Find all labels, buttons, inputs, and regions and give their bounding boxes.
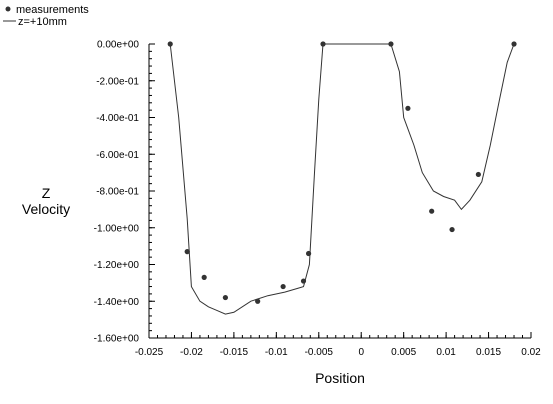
measurement-point — [475, 171, 481, 178]
measurement-point — [167, 41, 173, 47]
y-tick-label: -1.60e+00 — [94, 334, 140, 345]
line-series — [169, 43, 515, 315]
x-tick-label: 0 — [358, 347, 364, 358]
series-line-z10mm — [169, 43, 515, 315]
legend-label-measurements: measurements — [16, 4, 89, 16]
x-tick-label: 0.02 — [521, 347, 541, 358]
measurement-point — [449, 226, 455, 233]
x-tick-label: -0.015 — [220, 347, 249, 358]
y-tick-label: 0.00e+00 — [97, 40, 139, 51]
measurement-point — [305, 250, 312, 257]
y-axis-title-line2: Velocity — [22, 201, 70, 217]
measurement-point — [255, 298, 261, 304]
x-tick-label: 0.01 — [436, 347, 456, 358]
x-tick-label: 0.015 — [476, 347, 501, 358]
measurement-point — [222, 294, 228, 301]
y-tick-label: -1.40e+00 — [94, 297, 140, 308]
y-tick-label: -2.00e-01 — [96, 76, 139, 87]
axes — [148, 44, 531, 339]
measurement-point — [388, 41, 394, 47]
y-tick-label: -4.00e-01 — [96, 113, 139, 124]
x-tick-label: -0.02 — [180, 347, 203, 358]
x-tick-label: -0.025 — [135, 347, 164, 358]
y-tick-label: -1.00e+00 — [94, 223, 140, 234]
legend-marker-measurements — [5, 6, 11, 12]
y-tick-label: -1.20e+00 — [94, 260, 140, 271]
x-ticks: -0.025 -0.02 -0.015 -0.01 -0.005 0 0.005 0.01 0.… — [135, 332, 541, 358]
legend: measurements z=+10mm — [3, 4, 89, 28]
measurement-point — [184, 249, 190, 255]
measurement-point — [300, 278, 307, 284]
measurement-point — [429, 208, 435, 214]
x-tick-label: 0.005 — [391, 347, 416, 358]
legend-label-line: z=+10mm — [18, 16, 67, 28]
measurement-point — [405, 105, 411, 111]
measurement-point — [320, 41, 326, 47]
y-ticks: 0.00e+00 -2.00e-01 -4.00e-01 -6.00e-01 -8.00… — [94, 40, 155, 345]
x-axis-title: Position — [315, 370, 365, 386]
y-tick-label: -8.00e-01 — [96, 187, 139, 198]
y-axis-title-line1: Z — [42, 185, 51, 201]
measurement-point — [280, 283, 286, 290]
x-tick-label: -0.005 — [305, 347, 334, 358]
y-tick-label: -6.00e-01 — [96, 150, 139, 161]
point-series — [167, 41, 517, 304]
measurement-point — [201, 274, 207, 280]
measurement-point — [511, 41, 517, 47]
x-tick-label: -0.01 — [265, 347, 288, 358]
